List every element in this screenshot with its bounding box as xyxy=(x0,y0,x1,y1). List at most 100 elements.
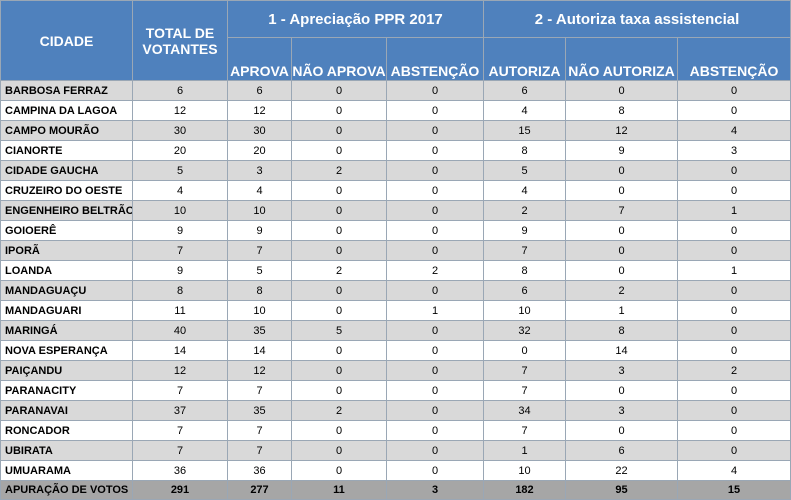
row-abstencao-1: 0 xyxy=(386,440,484,461)
row-abstencao-2: 0 xyxy=(676,100,791,121)
row-nao-aprova: 0 xyxy=(291,200,387,221)
header-total-line2: VOTANTES xyxy=(142,40,218,57)
header-col-aprova: APROVA xyxy=(227,37,292,81)
row-abstencao-1: 0 xyxy=(386,220,484,241)
row-aprova: 7 xyxy=(227,380,292,401)
row-city: IPORÃ xyxy=(0,240,133,261)
table-row: LOANDA 9 5 2 2 8 0 1 xyxy=(0,260,791,281)
table-row: CIDADE GAUCHA 5 3 2 0 5 0 0 xyxy=(0,160,791,181)
row-abstencao-1: 2 xyxy=(386,260,484,281)
row-autoriza: 5 xyxy=(483,160,566,181)
row-city: CRUZEIRO DO OESTE xyxy=(0,180,133,201)
row-autoriza: 6 xyxy=(483,80,566,101)
table-row: MARINGÁ 40 35 5 0 32 8 0 xyxy=(0,320,791,341)
row-total: 10 xyxy=(132,200,228,221)
row-aprova: 35 xyxy=(227,320,292,341)
row-abstencao-2: 0 xyxy=(676,240,791,261)
row-nao-aprova: 0 xyxy=(291,460,387,481)
table-row: PAIÇANDU 12 12 0 0 7 3 2 xyxy=(0,360,791,381)
row-abstencao-1: 0 xyxy=(386,120,484,141)
row-nao-autoriza: 0 xyxy=(565,420,678,441)
row-abstencao-1: 0 xyxy=(386,400,484,421)
row-abstencao-2: 4 xyxy=(676,460,791,481)
footer-autoriza: 182 xyxy=(483,480,566,500)
row-city: PARANACITY xyxy=(0,380,133,401)
row-autoriza: 10 xyxy=(483,460,566,481)
row-autoriza: 32 xyxy=(483,320,566,341)
row-aprova: 4 xyxy=(227,180,292,201)
row-aprova: 5 xyxy=(227,260,292,281)
row-aprova: 36 xyxy=(227,460,292,481)
row-total: 7 xyxy=(132,380,228,401)
row-total: 12 xyxy=(132,360,228,381)
row-abstencao-2: 1 xyxy=(676,200,791,221)
row-aprova: 30 xyxy=(227,120,292,141)
row-abstencao-2: 0 xyxy=(676,420,791,441)
table-row: CAMPINA DA LAGOA 12 12 0 0 4 8 0 xyxy=(0,100,791,121)
table-row: CAMPO MOURÃO 30 30 0 0 15 12 4 xyxy=(0,120,791,141)
row-nao-aprova: 0 xyxy=(291,120,387,141)
table-row: UBIRATA 7 7 0 0 1 6 0 xyxy=(0,440,791,461)
row-abstencao-1: 0 xyxy=(386,240,484,261)
row-aprova: 20 xyxy=(227,140,292,161)
row-aprova: 12 xyxy=(227,100,292,121)
table-row: MANDAGUAÇU 8 8 0 0 6 2 0 xyxy=(0,280,791,301)
row-autoriza: 4 xyxy=(483,180,566,201)
footer-label: APURAÇÃO DE VOTOS xyxy=(0,480,133,500)
row-nao-autoriza: 3 xyxy=(565,360,678,381)
row-nao-aprova: 0 xyxy=(291,220,387,241)
row-nao-aprova: 0 xyxy=(291,240,387,261)
row-aprova: 14 xyxy=(227,340,292,361)
row-aprova: 6 xyxy=(227,80,292,101)
row-autoriza: 0 xyxy=(483,340,566,361)
row-city: PAIÇANDU xyxy=(0,360,133,381)
row-abstencao-2: 0 xyxy=(676,380,791,401)
header-total-voters: TOTAL DE VOTANTES xyxy=(132,0,228,81)
row-nao-autoriza: 0 xyxy=(565,80,678,101)
table-row: PARANACITY 7 7 0 0 7 0 0 xyxy=(0,380,791,401)
row-abstencao-2: 0 xyxy=(676,400,791,421)
row-nao-autoriza: 8 xyxy=(565,100,678,121)
row-abstencao-2: 0 xyxy=(676,280,791,301)
row-nao-aprova: 0 xyxy=(291,140,387,161)
row-abstencao-1: 0 xyxy=(386,160,484,181)
row-city: MANDAGUAÇU xyxy=(0,280,133,301)
row-nao-aprova: 5 xyxy=(291,320,387,341)
row-abstencao-2: 0 xyxy=(676,80,791,101)
row-abstencao-1: 0 xyxy=(386,380,484,401)
row-nao-aprova: 2 xyxy=(291,260,387,281)
table-row: PARANAVAI 37 35 2 0 34 3 0 xyxy=(0,400,791,421)
row-abstencao-1: 0 xyxy=(386,460,484,481)
row-city: GOIOERÊ xyxy=(0,220,133,241)
row-city: MARINGÁ xyxy=(0,320,133,341)
row-autoriza: 2 xyxy=(483,200,566,221)
row-aprova: 10 xyxy=(227,200,292,221)
header-group-ppr: 1 - Apreciação PPR 2017 xyxy=(227,0,484,38)
row-total: 8 xyxy=(132,280,228,301)
row-autoriza: 7 xyxy=(483,420,566,441)
row-total: 40 xyxy=(132,320,228,341)
row-autoriza: 15 xyxy=(483,120,566,141)
row-city: RONCADOR xyxy=(0,420,133,441)
row-total: 11 xyxy=(132,300,228,321)
row-abstencao-1: 0 xyxy=(386,180,484,201)
row-aprova: 7 xyxy=(227,240,292,261)
row-abstencao-2: 2 xyxy=(676,360,791,381)
row-nao-autoriza: 0 xyxy=(565,260,678,281)
row-autoriza: 8 xyxy=(483,260,566,281)
header-group-taxa: 2 - Autoriza taxa assistencial xyxy=(482,0,791,38)
row-city: UMUARAMA xyxy=(0,460,133,481)
row-nao-autoriza: 12 xyxy=(565,120,678,141)
row-autoriza: 6 xyxy=(483,280,566,301)
row-abstencao-1: 0 xyxy=(386,360,484,381)
row-autoriza: 8 xyxy=(483,140,566,161)
row-abstencao-2: 0 xyxy=(676,160,791,181)
row-autoriza: 7 xyxy=(483,360,566,381)
footer-abstencao-2: 15 xyxy=(676,480,791,500)
row-city: PARANAVAI xyxy=(0,400,133,421)
row-nao-aprova: 0 xyxy=(291,180,387,201)
row-nao-autoriza: 8 xyxy=(565,320,678,341)
row-nao-aprova: 0 xyxy=(291,440,387,461)
row-nao-autoriza: 6 xyxy=(565,440,678,461)
row-city: ENGENHEIRO BELTRÃO xyxy=(0,200,133,221)
